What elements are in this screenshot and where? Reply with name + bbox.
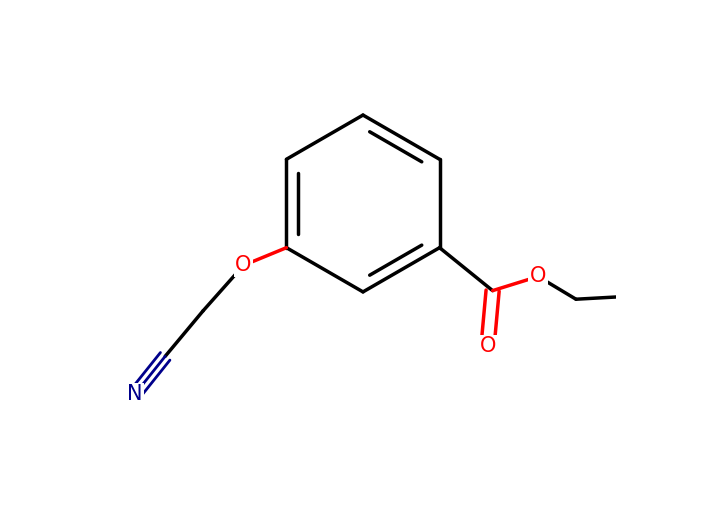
Text: O: O <box>479 336 496 356</box>
Text: O: O <box>235 256 252 275</box>
Text: O: O <box>530 267 546 287</box>
Text: N: N <box>127 384 142 404</box>
